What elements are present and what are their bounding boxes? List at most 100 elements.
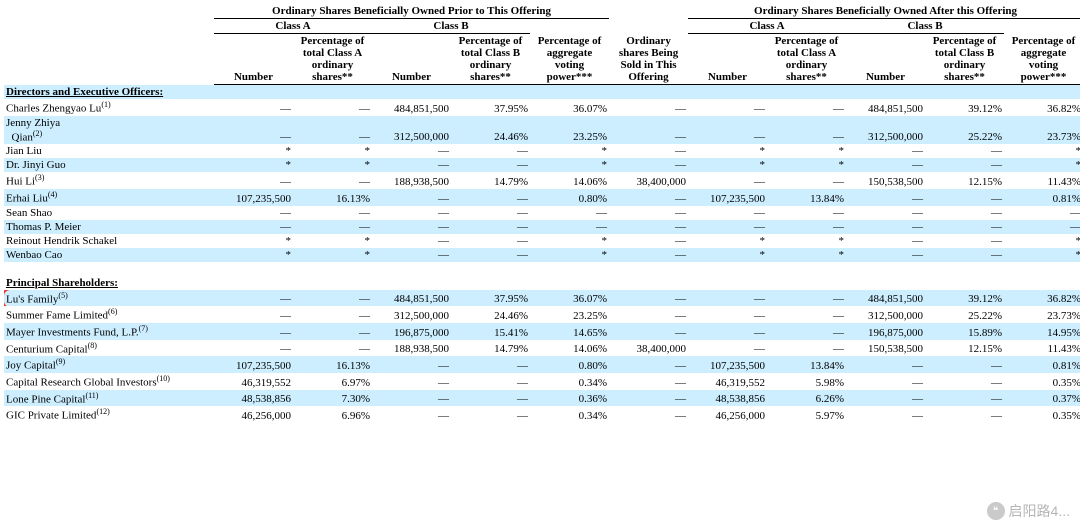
cell: — — [372, 144, 451, 158]
cell: — — [214, 323, 293, 340]
cell: 6.26% — [767, 390, 846, 407]
cell: 14.06% — [530, 340, 609, 357]
cell: — — [767, 116, 846, 145]
cell: — — [688, 206, 767, 220]
row-name: Joy Capital(9) — [4, 356, 214, 373]
table-row: Lu's Family(5)——484,851,50037.95%36.07%—… — [4, 290, 1080, 307]
cell: 37.95% — [451, 99, 530, 116]
cell: — — [372, 406, 451, 423]
cell: — — [688, 172, 767, 189]
cell: — — [846, 158, 925, 172]
row-name: Reinout Hendrik Schakel — [4, 234, 214, 248]
cell: — — [767, 340, 846, 357]
cell: 23.73% — [1004, 306, 1080, 323]
section-header: Directors and Executive Officers: — [4, 85, 1080, 100]
cell: — — [1004, 220, 1080, 234]
cell: — — [451, 206, 530, 220]
table-row: Jian Liu**——*—**——* — [4, 144, 1080, 158]
cell: — — [846, 390, 925, 407]
cell: 48,538,856 — [214, 390, 293, 407]
row-name: Hui Li(3) — [4, 172, 214, 189]
cell: — — [530, 220, 609, 234]
cell: — — [925, 206, 1004, 220]
cell: — — [767, 290, 846, 307]
cell: 312,500,000 — [846, 306, 925, 323]
cell: 0.80% — [530, 189, 609, 206]
cell: — — [451, 189, 530, 206]
cell: — — [451, 234, 530, 248]
cell: 12.15% — [925, 340, 1004, 357]
header-number: Number — [372, 34, 451, 85]
cell: 5.97% — [767, 406, 846, 423]
cell: * — [688, 158, 767, 172]
cell: — — [293, 290, 372, 307]
cell: 0.37% — [1004, 390, 1080, 407]
highlight-box — [4, 290, 214, 307]
cell: — — [767, 206, 846, 220]
cell: 0.36% — [530, 390, 609, 407]
cell: 0.81% — [1004, 189, 1080, 206]
table-body: Directors and Executive Officers:Charles… — [4, 85, 1080, 423]
table-row: Reinout Hendrik Schakel**——*—**——* — [4, 234, 1080, 248]
cell: — — [846, 206, 925, 220]
cell: — — [925, 356, 1004, 373]
cell: — — [767, 323, 846, 340]
cell: — — [688, 340, 767, 357]
cell: — — [609, 390, 688, 407]
cell: 13.84% — [767, 356, 846, 373]
cell: — — [372, 373, 451, 390]
table-header: Ordinary Shares Beneficially Owned Prior… — [4, 4, 1080, 85]
cell: — — [214, 340, 293, 357]
row-name: Jenny Zhiya Qian(2) — [4, 116, 214, 145]
cell: * — [293, 248, 372, 262]
cell: — — [214, 220, 293, 234]
cell: 24.46% — [451, 306, 530, 323]
header-agg-after: Percentage of aggregate voting power*** — [1004, 19, 1080, 85]
cell: 36.07% — [530, 99, 609, 116]
cell: — — [846, 406, 925, 423]
cell: — — [925, 406, 1004, 423]
header-class-a-prior: Class A — [214, 19, 372, 34]
cell: * — [767, 234, 846, 248]
cell: — — [451, 406, 530, 423]
cell: — — [293, 99, 372, 116]
cell: — — [609, 116, 688, 145]
cell: * — [688, 248, 767, 262]
cell: — — [214, 99, 293, 116]
cell: — — [925, 390, 1004, 407]
cell: 6.97% — [293, 373, 372, 390]
cell: * — [530, 144, 609, 158]
cell: — — [767, 220, 846, 234]
cell: 107,235,500 — [688, 356, 767, 373]
cell: 196,875,000 — [846, 323, 925, 340]
cell: — — [609, 356, 688, 373]
cell: 150,538,500 — [846, 340, 925, 357]
cell: — — [214, 116, 293, 145]
cell: * — [1004, 158, 1080, 172]
row-name: Erhai Liu(4) — [4, 189, 214, 206]
table-row: GIC Private Limited(12)46,256,0006.96%——… — [4, 406, 1080, 423]
cell: — — [293, 206, 372, 220]
cell: 312,500,000 — [372, 116, 451, 145]
cell: 13.84% — [767, 189, 846, 206]
cell: 23.25% — [530, 116, 609, 145]
cell: 14.06% — [530, 172, 609, 189]
section-header: Principal Shareholders: — [4, 276, 1080, 290]
cell: — — [372, 158, 451, 172]
cell: 37.95% — [451, 290, 530, 307]
cell: — — [767, 172, 846, 189]
cell: 15.41% — [451, 323, 530, 340]
cell: 14.79% — [451, 340, 530, 357]
cell: * — [293, 144, 372, 158]
cell: 36.82% — [1004, 290, 1080, 307]
cell: — — [846, 248, 925, 262]
cell: 46,319,552 — [688, 373, 767, 390]
row-name: Sean Shao — [4, 206, 214, 220]
header-pct-a: Percentage of total Class A ordinary sha… — [767, 34, 846, 85]
header-group-prior: Ordinary Shares Beneficially Owned Prior… — [214, 4, 609, 19]
cell: — — [609, 234, 688, 248]
table-row: Dr. Jinyi Guo**——*—**——* — [4, 158, 1080, 172]
cell: 15.89% — [925, 323, 1004, 340]
cell: — — [609, 99, 688, 116]
cell: — — [372, 220, 451, 234]
